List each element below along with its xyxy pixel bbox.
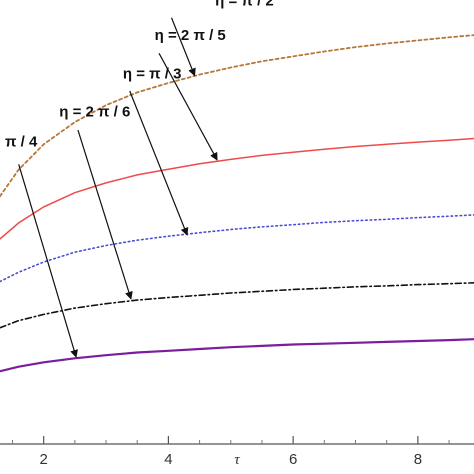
series-layer — [0, 34, 474, 373]
annotation-label-3: η = π / 3 — [123, 66, 182, 83]
series-line-2 — [0, 137, 474, 240]
x-tick-label: 4 — [164, 451, 172, 468]
series-line-3 — [0, 214, 474, 283]
series-line-1 — [0, 34, 474, 198]
annotation-label-1: η = π / 2 — [215, 0, 274, 9]
annotation-arrow-3 — [129, 90, 189, 236]
x-axis-title: τ — [234, 452, 240, 468]
x-axis: 2 4 6 8 τ — [0, 436, 474, 468]
annotation-layer: η = π / 2 η = 2 π / 5 η = π / 3 η = 2 π / 6… — [5, 0, 274, 358]
annotation-arrow-5 — [18, 164, 78, 358]
annotation-arrow-2 — [158, 52, 218, 161]
series-line-5 — [0, 338, 474, 373]
x-tick-label: 6 — [289, 451, 297, 468]
series-line-4 — [0, 282, 474, 329]
annotation-arrow-1 — [170, 17, 196, 77]
x-tick-label: 8 — [414, 451, 422, 468]
annotation-label-2: η = 2 π / 5 — [155, 27, 226, 44]
annotation-arrow-4 — [77, 129, 133, 300]
x-tick-label: 2 — [39, 451, 47, 468]
annotation-label-4: η = 2 π / 6 — [59, 103, 130, 120]
annotation-label-5: π / 4 — [5, 134, 38, 151]
